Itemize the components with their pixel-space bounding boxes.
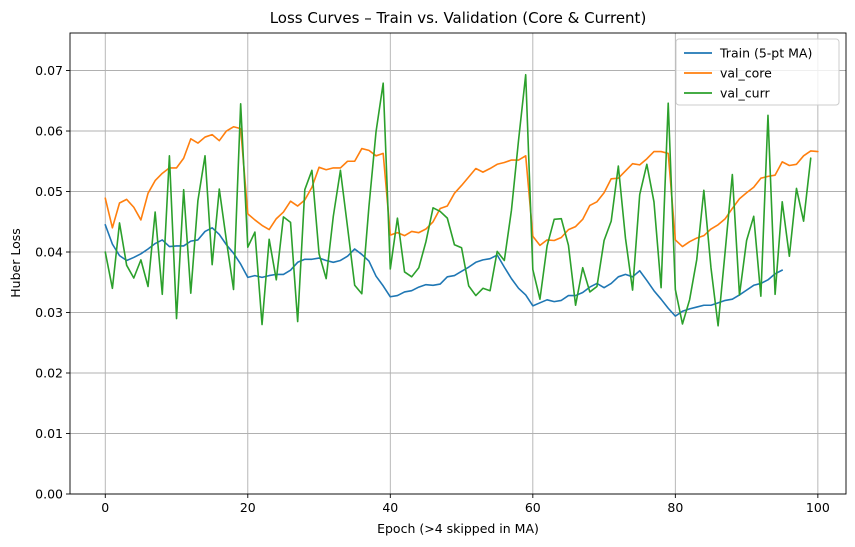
chart-title: Loss Curves – Train vs. Validation (Core… bbox=[270, 9, 647, 27]
y-axis-ticks: 0.00 0.01 0.02 0.03 0.04 0.05 0.06 0.07 bbox=[35, 63, 70, 502]
x-axis-label: Epoch (>4 skipped in MA) bbox=[377, 521, 539, 536]
x-tick-label: 20 bbox=[240, 500, 256, 515]
y-tick-label: 0.03 bbox=[35, 305, 63, 320]
y-tick-label: 0.02 bbox=[35, 366, 63, 381]
x-tick-label: 40 bbox=[382, 500, 398, 515]
y-tick-label: 0.07 bbox=[35, 63, 63, 78]
legend-box bbox=[675, 38, 840, 106]
y-tick-label: 0.06 bbox=[35, 124, 63, 139]
x-tick-label: 60 bbox=[525, 500, 541, 515]
x-tick-label: 0 bbox=[101, 500, 109, 515]
y-tick-label: 0.04 bbox=[35, 245, 63, 260]
legend: Train (5-pt MA) val_core val_curr bbox=[675, 38, 840, 106]
x-axis-ticks: 0 20 40 60 80 100 bbox=[101, 494, 830, 515]
legend-label-train-ma-line: Train (5-pt MA) bbox=[719, 46, 812, 61]
y-axis-label: Huber Loss bbox=[8, 228, 23, 297]
y-tick-label: 0.05 bbox=[35, 184, 63, 199]
x-tick-label: 100 bbox=[806, 500, 830, 515]
series-val-curr-line bbox=[104, 73, 812, 327]
y-tick-label: 0.01 bbox=[35, 426, 63, 441]
plot-frame bbox=[69, 32, 847, 495]
x-tick-label: 80 bbox=[667, 500, 683, 515]
y-tick-label: 0.00 bbox=[35, 487, 63, 502]
legend-label-val-curr-line: val_curr bbox=[720, 86, 770, 101]
series-layer bbox=[104, 73, 819, 327]
plot-area: 0 20 40 60 80 100 0.000.010.020.030.040.050.0… bbox=[35, 32, 847, 515]
series-train-ma-line bbox=[104, 223, 784, 317]
legend-label-val-core-line: val_core bbox=[720, 66, 772, 81]
